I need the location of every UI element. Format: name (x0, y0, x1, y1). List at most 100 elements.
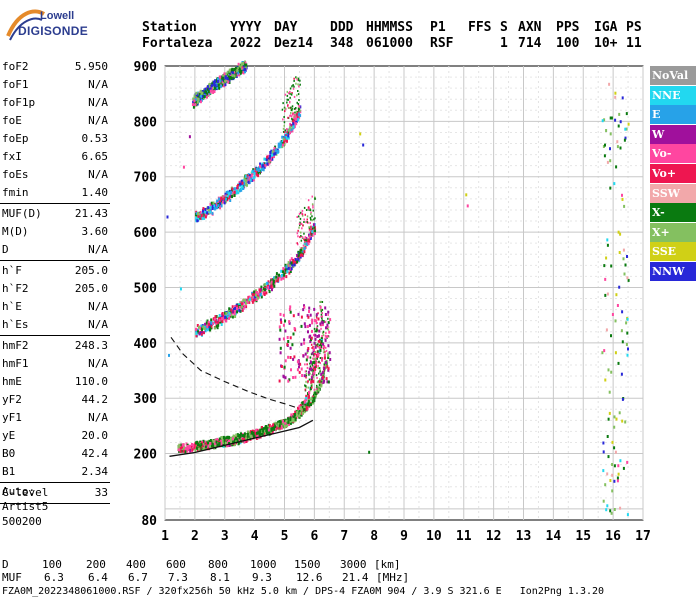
echo-point (189, 444, 191, 448)
echo-point (233, 312, 236, 316)
echo-point (298, 253, 300, 256)
echo-point (238, 433, 241, 437)
echo-point (286, 98, 288, 101)
echo-point (296, 410, 299, 414)
echo-point (313, 352, 315, 355)
echo-point (224, 79, 227, 83)
echo-point (237, 441, 240, 445)
echo-point (210, 201, 213, 205)
echo-point (195, 216, 198, 220)
echo-point (279, 328, 282, 332)
echo-point (310, 376, 313, 380)
echo-point (305, 242, 308, 246)
echo-point (297, 93, 300, 96)
echo-point (193, 443, 196, 447)
echo-point (311, 195, 313, 198)
echo-point (235, 189, 238, 193)
echo-point (311, 351, 314, 355)
echo-point (284, 421, 287, 425)
echo-point (289, 305, 292, 309)
echo-point (327, 328, 330, 331)
echo-point (237, 62, 240, 66)
echo-point (315, 389, 318, 392)
echo-point (305, 396, 308, 400)
echo-point (308, 310, 310, 313)
echo-point (204, 208, 207, 211)
echo-point (324, 306, 327, 310)
echo-point (315, 374, 318, 377)
echo-point (261, 164, 264, 168)
echo-point (282, 102, 284, 105)
echo-point (229, 194, 232, 198)
echo-point (623, 138, 626, 142)
echo-point (230, 313, 233, 317)
echo-point (293, 263, 296, 267)
echo-point (204, 329, 207, 333)
param-label: B1 (2, 465, 16, 478)
echo-point (313, 348, 315, 351)
echo-point (241, 66, 244, 69)
echo-point (264, 290, 267, 293)
echo-point (195, 211, 198, 215)
echo-point (233, 67, 236, 71)
echo-point (233, 194, 236, 197)
echo-point (289, 122, 292, 126)
echo-point (208, 83, 210, 87)
echo-point (221, 440, 224, 444)
echo-point (224, 192, 227, 196)
echo-point (209, 87, 212, 91)
echo-point (225, 436, 228, 440)
x-tick-label: 7 (340, 529, 348, 544)
echo-point (249, 174, 251, 178)
echo-point (621, 419, 624, 423)
echo-point (236, 434, 239, 437)
echo-point (209, 208, 212, 212)
echo-point (278, 143, 281, 147)
echo-point (313, 355, 315, 358)
muf-table-row2-label: MUF (2, 571, 22, 584)
echo-point (202, 207, 205, 211)
echo-point (310, 228, 312, 231)
echo-point (207, 206, 210, 210)
param-label: h`F2 (2, 282, 29, 295)
echo-point (244, 301, 247, 305)
echo-point (294, 119, 297, 123)
profile-curve (169, 419, 314, 457)
echo-point (271, 425, 274, 429)
echo-point (192, 105, 195, 109)
echo-point (238, 306, 241, 309)
echo-point (326, 380, 329, 384)
echo-point (218, 82, 221, 86)
echo-point (202, 325, 205, 329)
echo-point (316, 384, 318, 387)
echo-point (318, 367, 321, 370)
echo-point (307, 242, 310, 246)
param-label: hmF2 (2, 339, 29, 352)
y-tick-label: 200 (134, 448, 158, 463)
echo-point (237, 306, 240, 310)
param-row: yF1 N/A (0, 409, 112, 427)
echo-point (283, 365, 286, 369)
echo-point (238, 303, 241, 307)
echo-point (213, 90, 216, 93)
echo-point (290, 111, 292, 114)
echo-point (246, 301, 249, 305)
echo-point (282, 127, 285, 130)
echo-point (221, 317, 223, 321)
echo-point (324, 364, 327, 368)
echo-point (210, 321, 213, 325)
echo-point (220, 323, 223, 326)
echo-point (286, 267, 288, 271)
echo-point (294, 410, 297, 414)
echo-point (220, 442, 223, 446)
echo-point (256, 291, 259, 295)
echo-point (199, 211, 202, 214)
echo-point (283, 419, 286, 423)
echo-point (292, 314, 295, 318)
echo-point (324, 337, 326, 340)
echo-point (324, 350, 326, 353)
echo-point (622, 248, 625, 252)
echo-point (247, 299, 250, 303)
echo-point (304, 385, 307, 388)
echo-point (297, 235, 299, 238)
